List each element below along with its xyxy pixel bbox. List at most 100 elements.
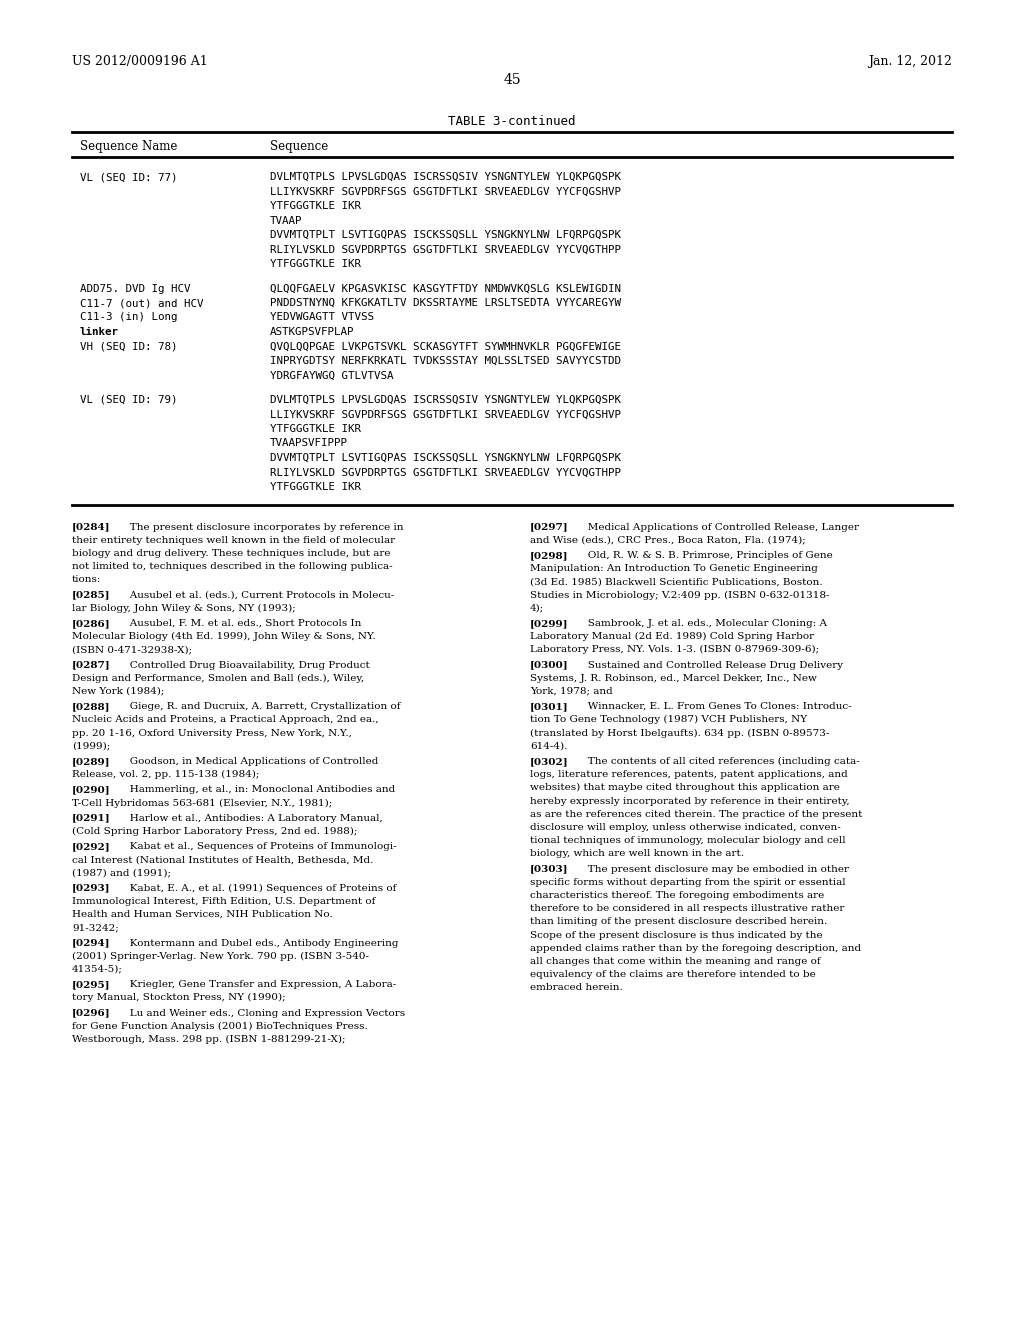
Text: Health and Human Services, NIH Publication No.: Health and Human Services, NIH Publicati…: [72, 909, 333, 919]
Text: ADD75. DVD Ig HCV: ADD75. DVD Ig HCV: [80, 284, 190, 293]
Text: cal Interest (National Institutes of Health, Bethesda, Md.: cal Interest (National Institutes of Hea…: [72, 855, 374, 865]
Text: Release, vol. 2, pp. 115-138 (1984);: Release, vol. 2, pp. 115-138 (1984);: [72, 770, 259, 779]
Text: lar Biology, John Wiley & Sons, NY (1993);: lar Biology, John Wiley & Sons, NY (1993…: [72, 603, 296, 612]
Text: [0295]: [0295]: [72, 981, 111, 989]
Text: therefore to be considered in all respects illustrative rather: therefore to be considered in all respec…: [530, 904, 845, 913]
Text: YDRGFAYWGQ GTLVTVSA: YDRGFAYWGQ GTLVTVSA: [270, 371, 393, 380]
Text: YEDVWGAGTT VTVSS: YEDVWGAGTT VTVSS: [270, 313, 374, 322]
Text: Ausubel, F. M. et al. eds., Short Protocols In: Ausubel, F. M. et al. eds., Short Protoc…: [120, 619, 361, 628]
Text: VL (SEQ ID: 77): VL (SEQ ID: 77): [80, 172, 177, 182]
Text: characteristics thereof. The foregoing embodiments are: characteristics thereof. The foregoing e…: [530, 891, 824, 900]
Text: New York (1984);: New York (1984);: [72, 686, 165, 696]
Text: INPRYGDTSY NERFKRKATL TVDKSSSTAY MQLSSLTSED SAVYYCSTDD: INPRYGDTSY NERFKRKATL TVDKSSSTAY MQLSSLT…: [270, 356, 621, 366]
Text: [0299]: [0299]: [530, 619, 568, 628]
Text: embraced herein.: embraced herein.: [530, 983, 623, 993]
Text: [0296]: [0296]: [72, 1008, 111, 1018]
Text: [0292]: [0292]: [72, 842, 111, 851]
Text: Goodson, in Medical Applications of Controlled: Goodson, in Medical Applications of Cont…: [120, 756, 379, 766]
Text: Scope of the present disclosure is thus indicated by the: Scope of the present disclosure is thus …: [530, 931, 822, 940]
Text: RLIYLVSKLD SGVPDRPTGS GSGTDFTLKI SRVEAEDLGV YYCVQGTHPP: RLIYLVSKLD SGVPDRPTGS GSGTDFTLKI SRVEAED…: [270, 244, 621, 255]
Text: [0294]: [0294]: [72, 939, 111, 948]
Text: Laboratory Manual (2d Ed. 1989) Cold Spring Harbor: Laboratory Manual (2d Ed. 1989) Cold Spr…: [530, 632, 814, 642]
Text: YTFGGGTKLE IKR: YTFGGGTKLE IKR: [270, 424, 361, 434]
Text: Sequence: Sequence: [270, 140, 329, 153]
Text: 4);: 4);: [530, 603, 544, 612]
Text: Nucleic Acids and Proteins, a Practical Approach, 2nd ea.,: Nucleic Acids and Proteins, a Practical …: [72, 715, 379, 725]
Text: [0301]: [0301]: [530, 702, 568, 711]
Text: (ISBN 0-471-32938-X);: (ISBN 0-471-32938-X);: [72, 645, 193, 655]
Text: [0290]: [0290]: [72, 785, 111, 795]
Text: Immunological Interest, Fifth Edition, U.S. Department of: Immunological Interest, Fifth Edition, U…: [72, 896, 376, 906]
Text: T-Cell Hybridomas 563-681 (Elsevier, N.Y., 1981);: T-Cell Hybridomas 563-681 (Elsevier, N.Y…: [72, 799, 332, 808]
Text: Kriegler, Gene Transfer and Expression, A Labora-: Kriegler, Gene Transfer and Expression, …: [120, 981, 396, 989]
Text: Systems, J. R. Robinson, ed., Marcel Dekker, Inc., New: Systems, J. R. Robinson, ed., Marcel Dek…: [530, 673, 817, 682]
Text: [0293]: [0293]: [72, 883, 111, 892]
Text: biology and drug delivery. These techniques include, but are: biology and drug delivery. These techniq…: [72, 549, 390, 558]
Text: C11-7 (out) and HCV: C11-7 (out) and HCV: [80, 298, 204, 308]
Text: [0287]: [0287]: [72, 660, 111, 669]
Text: [0291]: [0291]: [72, 813, 111, 822]
Text: PNDDSTNYNQ KFKGKATLTV DKSSRTAYME LRSLTSEDTA VYYCAREGYW: PNDDSTNYNQ KFKGKATLTV DKSSRTAYME LRSLTSE…: [270, 298, 621, 308]
Text: tional techniques of immunology, molecular biology and cell: tional techniques of immunology, molecul…: [530, 836, 846, 845]
Text: TVAAP: TVAAP: [270, 215, 302, 226]
Text: linker: linker: [80, 327, 119, 337]
Text: LLIYKVSKRF SGVPDRFSGS GSGTDFTLKI SRVEAEDLGV YYCFQGSHVP: LLIYKVSKRF SGVPDRFSGS GSGTDFTLKI SRVEAED…: [270, 186, 621, 197]
Text: DVVMTQTPLT LSVTIGQPAS ISCKSSQSLL YSNGKNYLNW LFQRPGQSPK: DVVMTQTPLT LSVTIGQPAS ISCKSSQSLL YSNGKNY…: [270, 230, 621, 240]
Text: 45: 45: [503, 73, 521, 87]
Text: YTFGGGTKLE IKR: YTFGGGTKLE IKR: [270, 482, 361, 492]
Text: The contents of all cited references (including cata-: The contents of all cited references (in…: [578, 756, 860, 766]
Text: Medical Applications of Controlled Release, Langer: Medical Applications of Controlled Relea…: [578, 523, 859, 532]
Text: logs, literature references, patents, patent applications, and: logs, literature references, patents, pa…: [530, 770, 848, 779]
Text: Sambrook, J. et al. eds., Molecular Cloning: A: Sambrook, J. et al. eds., Molecular Clon…: [578, 619, 827, 628]
Text: YTFGGGTKLE IKR: YTFGGGTKLE IKR: [270, 201, 361, 211]
Text: (Cold Spring Harbor Laboratory Press, 2nd ed. 1988);: (Cold Spring Harbor Laboratory Press, 2n…: [72, 826, 357, 836]
Text: Design and Performance, Smolen and Ball (eds.), Wiley,: Design and Performance, Smolen and Ball …: [72, 673, 365, 682]
Text: [0297]: [0297]: [530, 523, 568, 532]
Text: their entirety techniques well known in the field of molecular: their entirety techniques well known in …: [72, 536, 395, 545]
Text: The present disclosure may be embodied in other: The present disclosure may be embodied i…: [578, 865, 849, 874]
Text: Winnacker, E. L. From Genes To Clones: Introduc-: Winnacker, E. L. From Genes To Clones: I…: [578, 702, 852, 711]
Text: Manipulation: An Introduction To Genetic Engineering: Manipulation: An Introduction To Genetic…: [530, 564, 818, 573]
Text: QVQLQQPGAE LVKPGTSVKL SCKASGYTFT SYWMHNVKLR PGQGFEWIGE: QVQLQQPGAE LVKPGTSVKL SCKASGYTFT SYWMHNV…: [270, 342, 621, 351]
Text: Giege, R. and Ducruix, A. Barrett, Crystallization of: Giege, R. and Ducruix, A. Barrett, Cryst…: [120, 702, 400, 711]
Text: Kabat et al., Sequences of Proteins of Immunologi-: Kabat et al., Sequences of Proteins of I…: [120, 842, 396, 851]
Text: all changes that come within the meaning and range of: all changes that come within the meaning…: [530, 957, 820, 966]
Text: US 2012/0009196 A1: US 2012/0009196 A1: [72, 55, 208, 69]
Text: pp. 20 1-16, Oxford University Press, New York, N.Y.,: pp. 20 1-16, Oxford University Press, Ne…: [72, 729, 352, 738]
Text: Studies in Microbiology; V.2:409 pp. (ISBN 0-632-01318-: Studies in Microbiology; V.2:409 pp. (IS…: [530, 590, 829, 599]
Text: biology, which are well known in the art.: biology, which are well known in the art…: [530, 849, 744, 858]
Text: Sequence Name: Sequence Name: [80, 140, 177, 153]
Text: [0289]: [0289]: [72, 756, 111, 766]
Text: (1999);: (1999);: [72, 742, 111, 751]
Text: York, 1978; and: York, 1978; and: [530, 686, 612, 696]
Text: [0298]: [0298]: [530, 550, 568, 560]
Text: TVAAPSVFIPPP: TVAAPSVFIPPP: [270, 438, 348, 449]
Text: Lu and Weiner eds., Cloning and Expression Vectors: Lu and Weiner eds., Cloning and Expressi…: [120, 1008, 406, 1018]
Text: (3d Ed. 1985) Blackwell Scientific Publications, Boston.: (3d Ed. 1985) Blackwell Scientific Publi…: [530, 577, 822, 586]
Text: (translated by Horst Ibelgaufts). 634 pp. (ISBN 0-89573-: (translated by Horst Ibelgaufts). 634 pp…: [530, 729, 829, 738]
Text: not limited to, techniques described in the following publica-: not limited to, techniques described in …: [72, 562, 392, 572]
Text: tions:: tions:: [72, 576, 101, 585]
Text: tion To Gene Technology (1987) VCH Publishers, NY: tion To Gene Technology (1987) VCH Publi…: [530, 715, 807, 725]
Text: ASTKGPSVFPLAP: ASTKGPSVFPLAP: [270, 327, 354, 337]
Text: The present disclosure incorporates by reference in: The present disclosure incorporates by r…: [120, 523, 403, 532]
Text: Kontermann and Dubel eds., Antibody Engineering: Kontermann and Dubel eds., Antibody Engi…: [120, 939, 398, 948]
Text: Westborough, Mass. 298 pp. (ISBN 1-881299-21-X);: Westborough, Mass. 298 pp. (ISBN 1-88129…: [72, 1035, 345, 1044]
Text: DVLMTQTPLS LPVSLGDQAS ISCRSSQSIV YSNGNTYLEW YLQKPGQSPK: DVLMTQTPLS LPVSLGDQAS ISCRSSQSIV YSNGNTY…: [270, 395, 621, 405]
Text: (2001) Springer-Verlag. New York. 790 pp. (ISBN 3-540-: (2001) Springer-Verlag. New York. 790 pp…: [72, 952, 369, 961]
Text: [0286]: [0286]: [72, 619, 111, 628]
Text: [0303]: [0303]: [530, 865, 568, 874]
Text: and Wise (eds.), CRC Pres., Boca Raton, Fla. (1974);: and Wise (eds.), CRC Pres., Boca Raton, …: [530, 536, 806, 545]
Text: VH (SEQ ID: 78): VH (SEQ ID: 78): [80, 342, 177, 351]
Text: hereby expressly incorporated by reference in their entirety,: hereby expressly incorporated by referen…: [530, 796, 850, 805]
Text: 41354-5);: 41354-5);: [72, 965, 123, 974]
Text: disclosure will employ, unless otherwise indicated, conven-: disclosure will employ, unless otherwise…: [530, 822, 841, 832]
Text: [0284]: [0284]: [72, 523, 111, 532]
Text: LLIYKVSKRF SGVPDRFSGS GSGTDFTLKI SRVEAEDLGV YYCFQGSHVP: LLIYKVSKRF SGVPDRFSGS GSGTDFTLKI SRVEAED…: [270, 409, 621, 420]
Text: YTFGGGTKLE IKR: YTFGGGTKLE IKR: [270, 259, 361, 269]
Text: C11-3 (in) Long: C11-3 (in) Long: [80, 313, 177, 322]
Text: [0302]: [0302]: [530, 756, 568, 766]
Text: [0285]: [0285]: [72, 590, 111, 599]
Text: Ausubel et al. (eds.), Current Protocols in Molecu-: Ausubel et al. (eds.), Current Protocols…: [120, 590, 394, 599]
Text: (1987) and (1991);: (1987) and (1991);: [72, 869, 171, 878]
